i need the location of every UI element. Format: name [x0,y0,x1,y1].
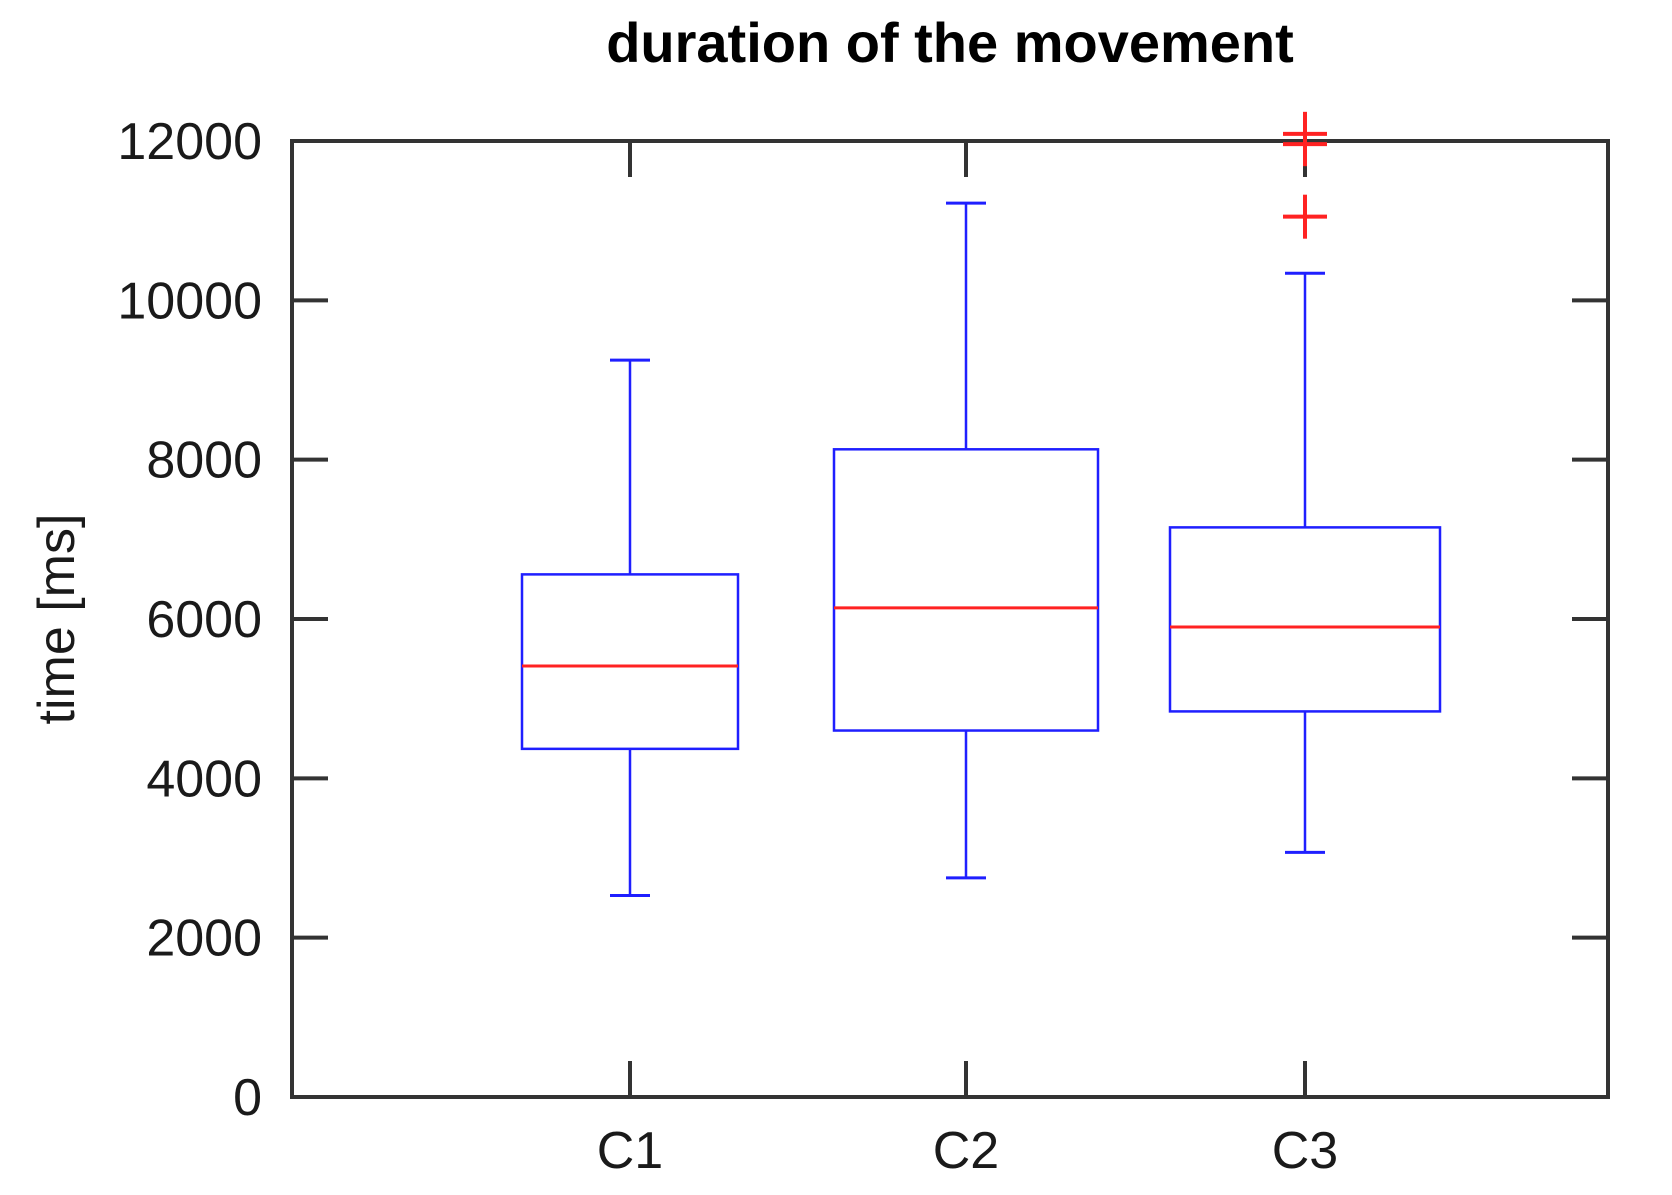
y-tick-label: 4000 [146,750,262,808]
y-tick-label: 0 [233,1069,262,1127]
chart-title: duration of the movement [606,11,1294,74]
x-tick-label: C3 [1272,1122,1338,1180]
y-tick-label: 8000 [146,432,262,490]
y-tick-label: 10000 [117,272,262,330]
box-C1 [520,573,740,751]
box-C2 [832,448,1100,732]
x-tick-label: C2 [933,1122,999,1180]
y-tick-label: 6000 [146,591,262,649]
x-tick-label: C1 [597,1122,663,1180]
box-C3 [1168,526,1442,713]
axes-frame [290,139,1610,1099]
y-tick-label: 12000 [117,113,262,171]
y-tick-label: 2000 [146,910,262,968]
